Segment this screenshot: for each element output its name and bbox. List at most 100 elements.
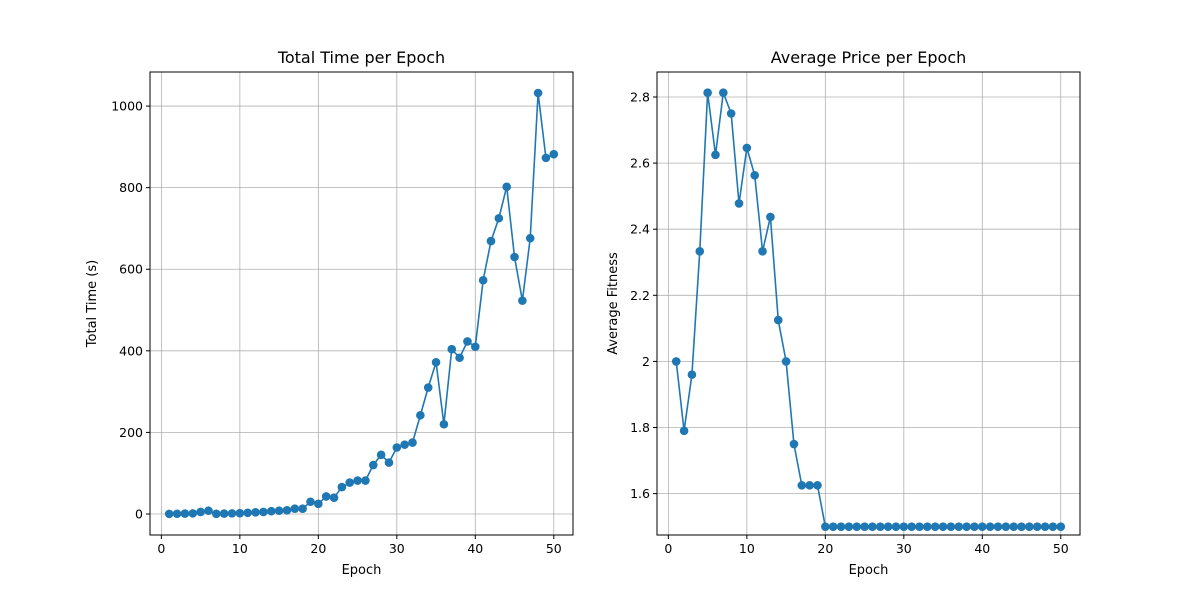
data-point	[510, 252, 519, 262]
x-tick-label: 10	[232, 541, 248, 556]
data-point	[1056, 522, 1066, 531]
data-point	[946, 522, 956, 531]
data-point	[923, 522, 932, 531]
x-axis-label: Epoch	[342, 563, 382, 578]
data-point	[266, 506, 276, 516]
data-point	[470, 342, 480, 352]
data-point	[679, 426, 689, 436]
data-point	[235, 508, 245, 518]
data-point	[836, 522, 846, 531]
y-tick-label: 2.4	[630, 222, 650, 237]
x-tick-label: 10	[739, 541, 755, 556]
y-tick-label: 1.6	[630, 486, 650, 501]
data-point	[337, 482, 347, 492]
data-point	[1001, 522, 1011, 531]
data-point	[719, 88, 728, 97]
data-point	[938, 522, 948, 531]
chart-average-price: 0 10 20 30 40 50 1.6 1.8 2 2.2 2.4 2.6 2.8 Average P…	[606, 48, 1081, 578]
data-point	[423, 383, 433, 392]
data-point	[533, 88, 543, 98]
data-point	[1048, 522, 1058, 531]
x-tick-label: 20	[817, 541, 833, 556]
data-point	[196, 507, 205, 517]
data-point	[541, 153, 551, 163]
data-point	[766, 212, 775, 222]
data-point	[773, 315, 783, 325]
data-point	[431, 357, 441, 367]
data-point	[875, 522, 885, 531]
data-point	[1040, 522, 1050, 531]
data-point	[868, 522, 877, 531]
data-point	[781, 357, 791, 366]
data-point	[368, 460, 378, 470]
chart-title: Total Time per Epoch	[277, 48, 445, 67]
x-tick-label: 0	[664, 541, 672, 556]
data-point	[345, 478, 355, 487]
data-point	[805, 481, 814, 490]
data-point	[789, 439, 799, 449]
data-point	[243, 508, 253, 518]
x-tick-label: 50	[1053, 541, 1069, 556]
data-point	[970, 522, 979, 531]
data-point	[907, 522, 916, 531]
data-point	[1025, 522, 1034, 531]
y-tick-label: 1.8	[630, 420, 650, 435]
data-point	[852, 522, 862, 531]
data-point	[204, 506, 213, 516]
plot-frame	[656, 71, 1081, 536]
data-point	[883, 522, 893, 531]
data-point	[314, 499, 323, 509]
y-tick-label: 200	[119, 425, 143, 440]
y-tick-label: 400	[119, 343, 143, 358]
chart-total-time: 0 10 20 30 40 50 0 200 400 600 800 1000 Total Time …	[85, 48, 574, 578]
series	[671, 88, 1066, 531]
axis-ticks: 0 10 20 30 40 50 0 200 400 600 800 1000	[111, 99, 562, 556]
data-point	[180, 509, 190, 518]
data-point	[977, 522, 987, 531]
data-point	[915, 522, 924, 531]
x-tick-label: 40	[974, 541, 990, 556]
data-point	[860, 522, 869, 531]
x-tick-label: 40	[467, 541, 483, 556]
x-tick-label: 20	[310, 541, 326, 556]
data-point	[525, 233, 535, 243]
data-point	[671, 357, 681, 366]
data-point	[695, 247, 705, 256]
data-point	[954, 522, 964, 531]
data-point	[361, 476, 370, 485]
data-point	[290, 504, 300, 513]
data-point	[1032, 522, 1042, 531]
data-point	[455, 353, 464, 363]
y-tick-label: 0	[135, 506, 143, 521]
y-tick-label: 2.6	[630, 156, 650, 171]
data-point	[219, 509, 229, 518]
data-point	[164, 509, 174, 519]
data-point	[687, 370, 697, 379]
data-point	[494, 213, 504, 223]
data-point	[703, 88, 712, 97]
data-point	[274, 506, 284, 516]
y-axis-label: Average Fitness	[606, 252, 621, 355]
x-tick-label: 30	[389, 541, 405, 556]
data-point	[251, 508, 260, 517]
x-axis-label: Epoch	[849, 563, 889, 578]
data-point	[478, 275, 488, 285]
chart-title: Average Price per Epoch	[771, 48, 967, 67]
y-tick-label: 2	[642, 354, 650, 369]
data-point	[891, 522, 901, 531]
y-tick-label: 2.2	[630, 288, 650, 303]
data-point	[758, 247, 767, 256]
data-point	[227, 509, 237, 518]
data-point	[172, 509, 182, 519]
data-point	[821, 522, 830, 531]
data-point	[298, 504, 307, 513]
data-point	[828, 522, 838, 531]
data-point	[813, 481, 822, 490]
data-point	[259, 507, 268, 517]
data-point	[188, 509, 198, 518]
data-point	[321, 492, 331, 501]
data-point	[353, 476, 362, 485]
y-tick-label: 1000	[111, 99, 143, 114]
data-point	[486, 236, 496, 246]
